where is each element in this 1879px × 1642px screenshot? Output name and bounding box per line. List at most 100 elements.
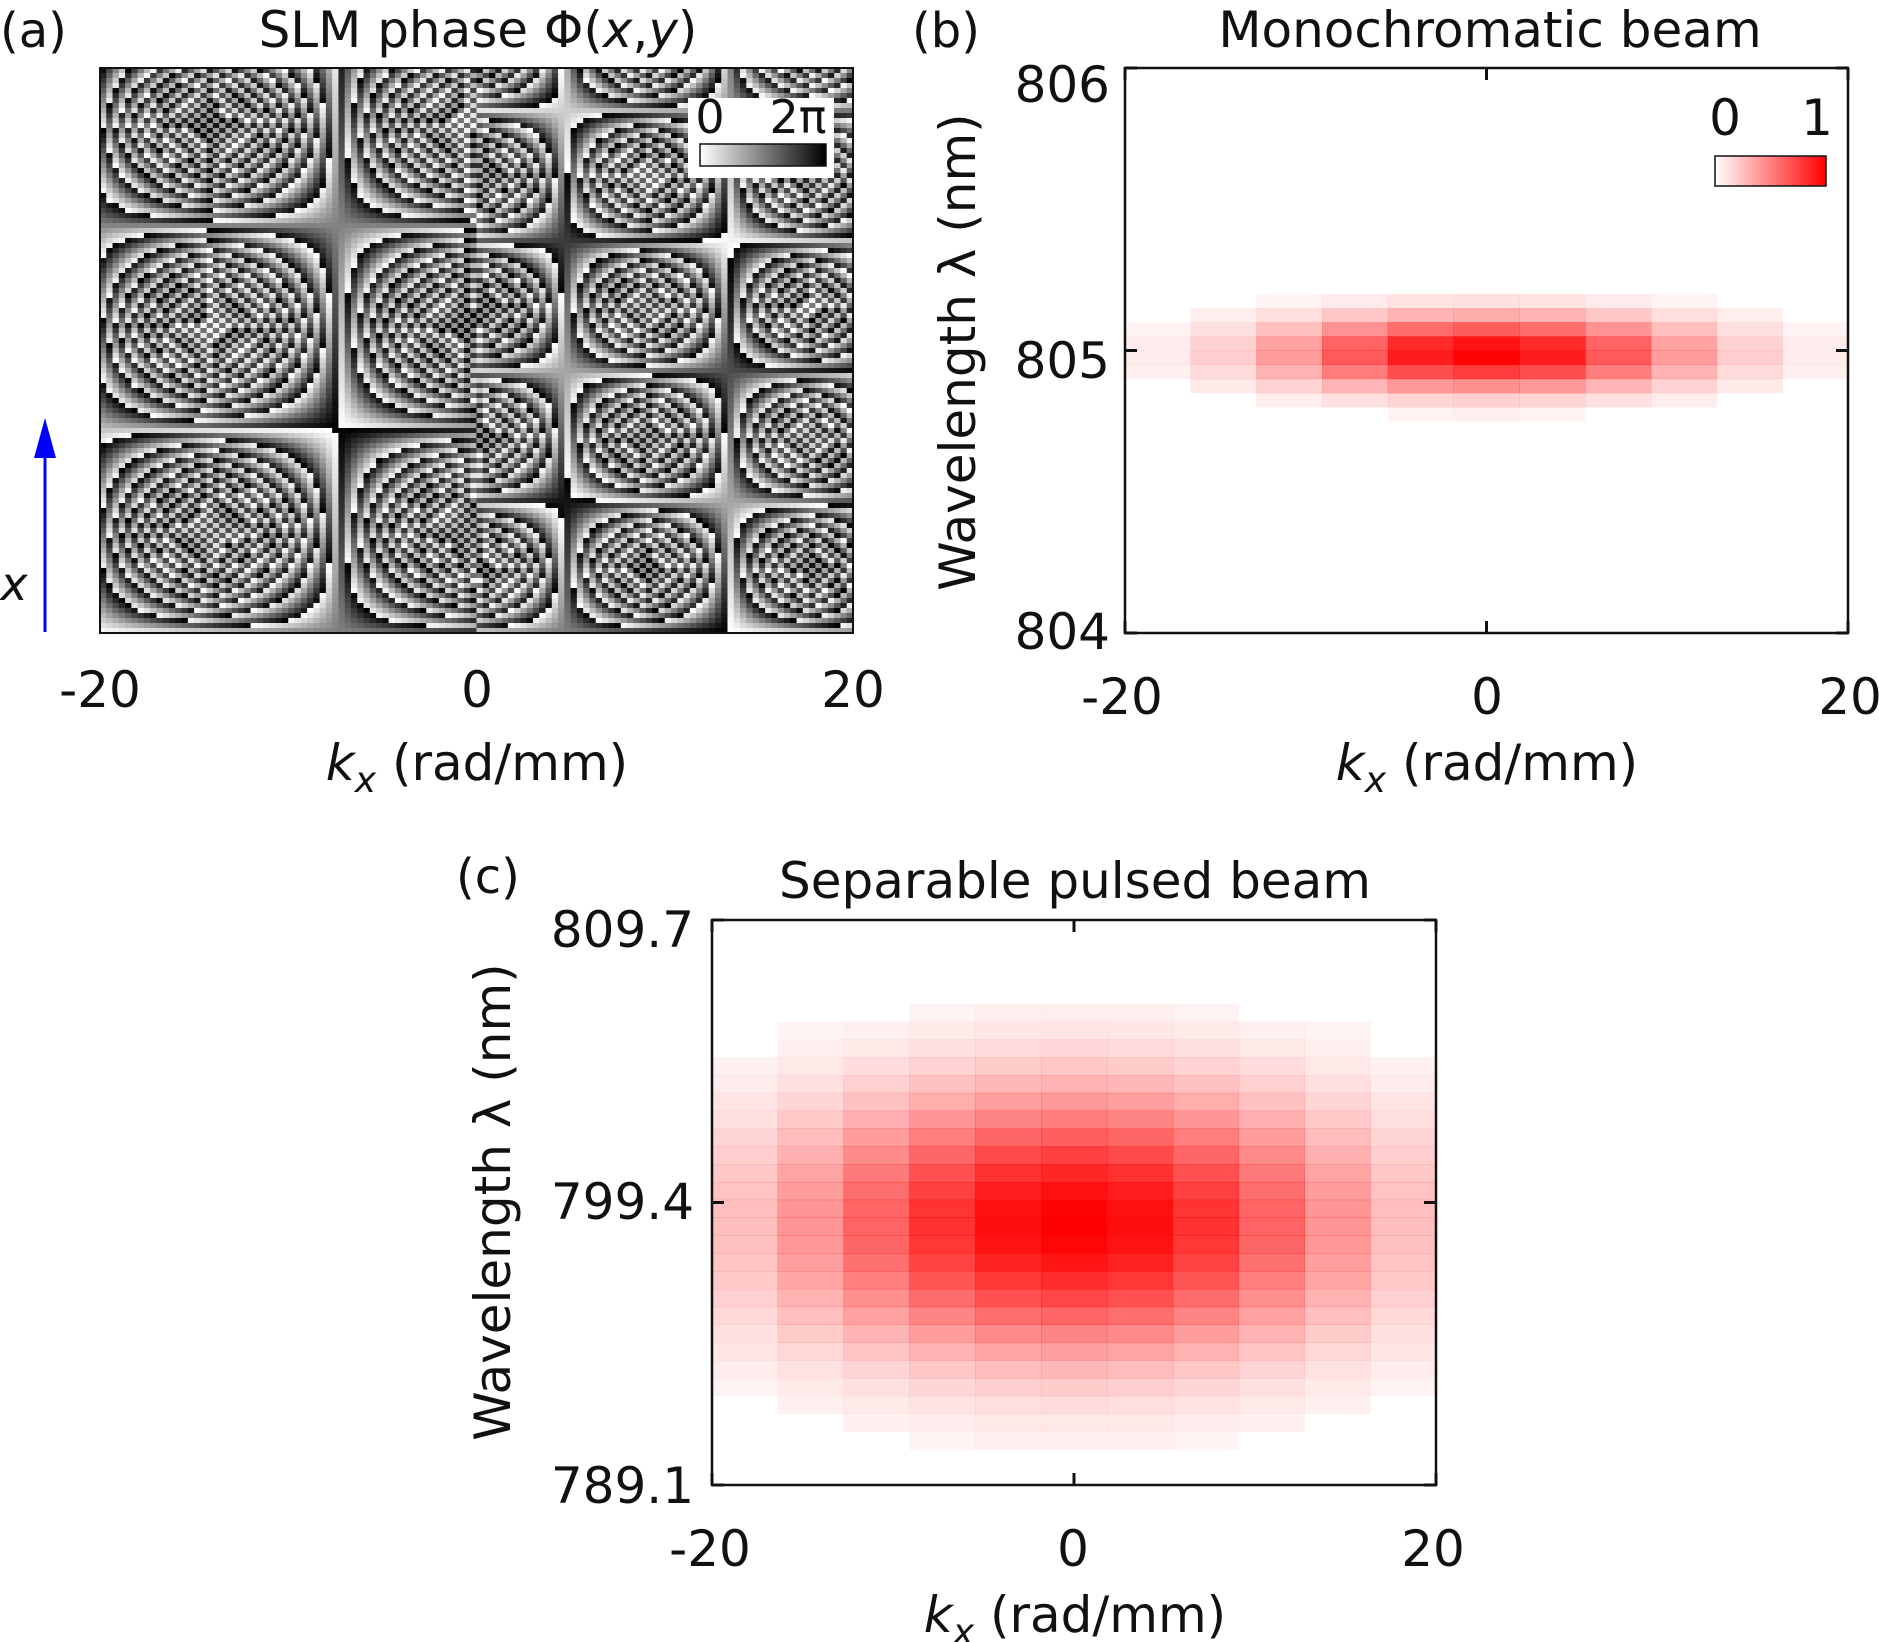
phase-cell <box>206 608 214 614</box>
phase-cell <box>263 498 271 504</box>
phase-cell <box>294 303 302 309</box>
phase-cell <box>137 438 145 444</box>
phase-cell <box>288 243 296 249</box>
phase-cell <box>319 568 327 574</box>
phase-cell <box>150 568 158 574</box>
phase-cell <box>231 443 239 449</box>
phase-cell <box>181 138 189 144</box>
phase-cell <box>112 508 120 514</box>
phase-cell <box>307 348 314 354</box>
phase-cell <box>357 558 365 564</box>
phase-cell <box>150 183 158 189</box>
phase-cell <box>369 253 377 259</box>
phase-cell <box>363 308 371 314</box>
phase-cell <box>351 433 358 439</box>
phase-cell <box>281 318 289 324</box>
phase-cell <box>325 413 333 419</box>
phase-cell <box>363 608 371 614</box>
phase-cell <box>263 563 271 569</box>
phase-cell <box>294 98 302 104</box>
phase-cell <box>319 538 327 544</box>
phase-cell <box>344 158 352 164</box>
phase-cell <box>100 93 107 99</box>
phase-cell <box>250 623 258 629</box>
phase-cell <box>357 398 365 404</box>
phase-cell <box>294 193 302 199</box>
phase-cell <box>169 238 176 244</box>
phase-cell <box>344 133 352 139</box>
phase-cell <box>250 353 258 359</box>
phase-cell <box>263 588 271 594</box>
phase-cell <box>219 423 227 429</box>
phase-cell <box>300 98 308 104</box>
phase-cell <box>100 298 107 304</box>
phase-cell <box>106 193 114 199</box>
phase-cell <box>269 578 277 584</box>
phase-cell <box>275 548 283 554</box>
phase-cell <box>156 183 164 189</box>
phase-cell <box>351 588 358 594</box>
phase-cell <box>150 373 158 379</box>
phase-cell <box>131 188 139 194</box>
phase-cell <box>300 268 308 274</box>
phase-cell <box>288 573 296 579</box>
phase-cell <box>369 503 377 509</box>
phase-cell <box>137 178 145 184</box>
phase-cell <box>200 523 208 529</box>
phase-cell <box>169 213 176 219</box>
phase-cell <box>288 373 296 379</box>
phase-cell <box>212 193 220 199</box>
phase-cell <box>181 408 189 414</box>
phase-cell <box>212 403 220 409</box>
phase-cell <box>162 238 170 244</box>
phase-cell <box>106 628 114 633</box>
phase-cell <box>181 88 189 94</box>
phase-cell <box>187 93 195 99</box>
phase-cell <box>307 513 314 519</box>
phase-cell <box>313 268 321 274</box>
phase-cell <box>137 508 145 514</box>
phase-cell <box>344 338 352 344</box>
phase-cell <box>300 398 308 404</box>
phase-cell <box>206 128 214 134</box>
phase-cell <box>118 243 126 249</box>
phase-cell <box>118 593 126 599</box>
phase-cell <box>269 283 277 289</box>
phase-cell <box>225 623 233 629</box>
phase-cell <box>225 523 233 529</box>
phase-cell <box>294 133 302 139</box>
phase-cell <box>162 478 170 484</box>
phase-cell <box>344 583 352 589</box>
phase-cell <box>275 278 283 284</box>
phase-cell <box>357 173 365 179</box>
phase-cell <box>125 323 132 329</box>
phase-cell <box>181 383 189 389</box>
phase-cell <box>225 558 233 564</box>
phase-cell <box>263 88 271 94</box>
phase-cell <box>269 608 277 614</box>
phase-cell <box>363 328 371 334</box>
phase-cell <box>275 118 283 124</box>
phase-cell <box>206 118 214 124</box>
phase-cell <box>269 613 277 619</box>
phase-cell <box>181 443 189 449</box>
phase-cell <box>269 338 277 344</box>
phase-cell <box>118 468 126 474</box>
phase-cell <box>156 348 164 354</box>
phase-cell <box>294 168 302 174</box>
phase-cell <box>244 438 252 444</box>
phase-cell <box>162 493 170 499</box>
phase-cell <box>150 98 158 104</box>
phase-cell <box>112 238 120 244</box>
phase-cell <box>181 158 189 164</box>
phase-cell <box>300 388 308 394</box>
phase-cell <box>363 188 371 194</box>
phase-cell <box>344 453 352 459</box>
phase-cell <box>376 143 383 149</box>
phase-cell <box>300 353 308 359</box>
phase-cell <box>219 488 227 494</box>
phase-cell <box>344 388 352 394</box>
phase-cell <box>150 618 158 624</box>
phase-cell <box>344 593 352 599</box>
phase-cell <box>225 628 233 633</box>
